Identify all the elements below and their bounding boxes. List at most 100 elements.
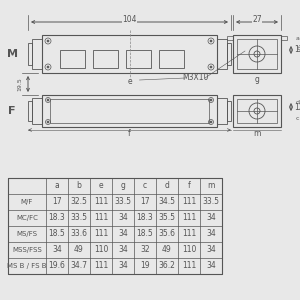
Text: b: b: [76, 182, 81, 190]
Bar: [233, 35, 281, 73]
Text: 34: 34: [118, 230, 128, 238]
Bar: [28, 101, 32, 121]
Text: 33.5: 33.5: [70, 214, 88, 223]
Text: 111: 111: [182, 262, 196, 271]
Bar: [126, 50, 151, 68]
Circle shape: [210, 40, 212, 42]
Circle shape: [47, 66, 49, 68]
Text: c: c: [143, 182, 147, 190]
Text: g: g: [121, 182, 125, 190]
Circle shape: [210, 66, 212, 68]
Text: 33.5: 33.5: [115, 197, 131, 206]
Bar: [227, 101, 231, 121]
Text: d: d: [165, 182, 170, 190]
Bar: [42, 35, 217, 73]
Text: 35.5: 35.5: [158, 214, 176, 223]
Text: 18.5: 18.5: [49, 230, 65, 238]
Text: 33.6: 33.6: [70, 230, 88, 238]
Text: 49: 49: [162, 245, 172, 254]
Text: c: c: [296, 116, 299, 122]
Bar: [42, 95, 217, 127]
Text: 110: 110: [94, 245, 108, 254]
Text: 32: 32: [140, 245, 150, 254]
Text: e: e: [127, 76, 132, 85]
Text: F: F: [8, 106, 16, 116]
Bar: [8, 178, 222, 274]
Text: 19.5: 19.5: [17, 77, 22, 91]
Text: 32.5: 32.5: [70, 197, 87, 206]
Bar: [281, 36, 287, 40]
Text: 104: 104: [122, 16, 137, 25]
Circle shape: [47, 40, 49, 42]
Text: 111: 111: [94, 214, 108, 223]
Text: 34: 34: [206, 245, 216, 254]
Text: 111: 111: [94, 230, 108, 238]
Text: 34: 34: [206, 214, 216, 223]
Text: d: d: [296, 100, 300, 106]
Text: 18.3: 18.3: [49, 214, 65, 223]
Text: 34.5: 34.5: [158, 197, 176, 206]
Bar: [237, 39, 277, 69]
Text: 34: 34: [52, 245, 62, 254]
Text: 111: 111: [182, 197, 196, 206]
Bar: [237, 99, 277, 123]
Text: 34: 34: [206, 262, 216, 271]
Text: 111: 111: [94, 197, 108, 206]
Text: m: m: [207, 182, 215, 190]
Text: M: M: [7, 49, 17, 59]
Text: 17: 17: [52, 197, 62, 206]
Text: MS/FS: MS/FS: [16, 231, 38, 237]
Text: 12: 12: [294, 103, 300, 112]
Text: 19.6: 19.6: [49, 262, 65, 271]
Bar: [5, 5, 295, 170]
Text: 19: 19: [140, 262, 150, 271]
Text: 34: 34: [118, 214, 128, 223]
Text: MSS/FSS: MSS/FSS: [12, 247, 42, 253]
Bar: [233, 95, 281, 127]
Bar: [159, 50, 184, 68]
Text: MC/FC: MC/FC: [16, 215, 38, 221]
Circle shape: [210, 121, 212, 123]
Text: g: g: [255, 74, 260, 83]
Text: MS B / FS B: MS B / FS B: [7, 263, 47, 269]
Bar: [32, 98, 42, 124]
Bar: [60, 50, 85, 68]
Text: 12: 12: [294, 46, 300, 55]
Text: 18.3: 18.3: [136, 214, 153, 223]
Text: a: a: [55, 182, 59, 190]
Bar: [28, 43, 32, 65]
Bar: [227, 36, 233, 40]
Text: m: m: [253, 130, 261, 139]
Bar: [217, 98, 227, 124]
Text: M3X10: M3X10: [182, 74, 208, 82]
Bar: [50, 99, 209, 123]
Bar: [227, 43, 231, 65]
Text: 18.5: 18.5: [136, 230, 153, 238]
Text: a: a: [296, 37, 300, 41]
Text: 33.5: 33.5: [202, 197, 220, 206]
Bar: [32, 39, 42, 69]
Text: 17: 17: [140, 197, 150, 206]
Text: 34: 34: [118, 262, 128, 271]
Text: 36.2: 36.2: [159, 262, 176, 271]
Text: 35.6: 35.6: [158, 230, 176, 238]
Text: f: f: [188, 182, 190, 190]
Text: 110: 110: [182, 245, 196, 254]
Text: 49: 49: [74, 245, 84, 254]
Text: b: b: [296, 46, 300, 50]
Bar: [93, 50, 118, 68]
Text: 34.7: 34.7: [70, 262, 88, 271]
Text: 111: 111: [182, 214, 196, 223]
Circle shape: [47, 99, 49, 101]
Text: M/F: M/F: [21, 199, 33, 205]
Text: 34: 34: [206, 230, 216, 238]
Text: 111: 111: [94, 262, 108, 271]
Text: e: e: [99, 182, 103, 190]
Circle shape: [210, 99, 212, 101]
Text: 34: 34: [118, 245, 128, 254]
Bar: [217, 39, 227, 69]
Text: 111: 111: [182, 230, 196, 238]
Circle shape: [47, 121, 49, 123]
Text: 27: 27: [252, 16, 262, 25]
Text: f: f: [128, 130, 131, 139]
